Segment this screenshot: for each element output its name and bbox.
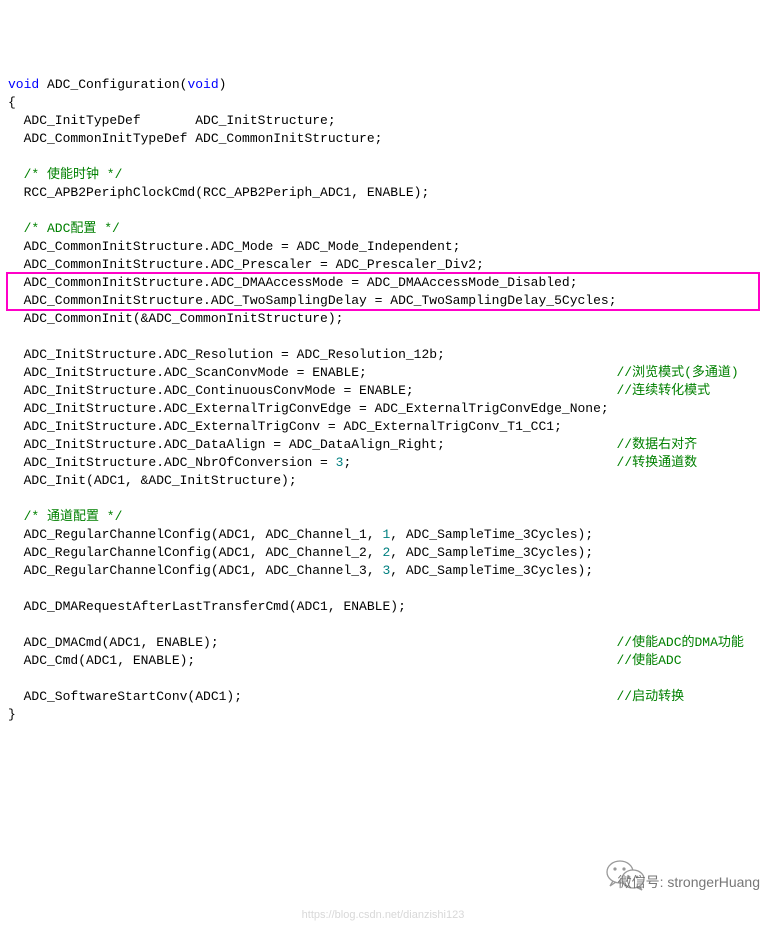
code-text: ADC_RegularChannelConfig(ADC1, ADC_Chann… — [8, 563, 382, 578]
code-text: ADC_Init(ADC1, &ADC_InitStructure); — [8, 473, 297, 488]
code-text: , ADC_SampleTime_3Cycles); — [390, 527, 593, 542]
code-text: ADC_Cmd(ADC1, ENABLE); — [8, 653, 617, 668]
code-text: ADC_InitTypeDef ADC_InitStructure; — [8, 113, 336, 128]
comment: //连续转化模式 — [617, 383, 711, 398]
code-text: ADC_RegularChannelConfig(ADC1, ADC_Chann… — [8, 527, 382, 542]
code-text: ADC_InitStructure.ADC_ScanConvMode = ENA… — [8, 365, 617, 380]
code-text: ADC_InitStructure.ADC_ExternalTrigConv =… — [8, 419, 562, 434]
code-text: ) — [219, 77, 227, 92]
comment: /* 使能时钟 */ — [8, 167, 122, 182]
comment: /* ADC配置 */ — [8, 221, 120, 236]
code-text: ADC_RegularChannelConfig(ADC1, ADC_Chann… — [8, 545, 382, 560]
code-text: ADC_CommonInitStructure.ADC_TwoSamplingD… — [8, 293, 617, 308]
code-text: ADC_Configuration( — [39, 77, 187, 92]
keyword-void: void — [8, 77, 39, 92]
code-text: } — [8, 707, 16, 722]
code-text: ADC_DMACmd(ADC1, ENABLE); — [8, 635, 617, 650]
code-text: ADC_InitStructure.ADC_ContinuousConvMode… — [8, 383, 617, 398]
code-text: ADC_CommonInitStructure.ADC_Mode = ADC_M… — [8, 239, 460, 254]
code-text: ADC_CommonInitTypeDef ADC_CommonInitStru… — [8, 131, 382, 146]
code-text: ADC_InitStructure.ADC_ExternalTrigConvEd… — [8, 401, 609, 416]
comment: //使能ADC的DMA功能 — [617, 635, 744, 650]
watermark-url: https://blog.csdn.net/dianzishi123 — [0, 906, 766, 924]
comment: //启动转换 — [617, 689, 685, 704]
comment: //浏览模式(多通道) — [617, 365, 739, 380]
code-text: ; — [343, 455, 616, 470]
comment: /* 通道配置 */ — [8, 509, 122, 524]
code-text: RCC_APB2PeriphClockCmd(RCC_APB2Periph_AD… — [8, 185, 429, 200]
code-text: ADC_CommonInit(&ADC_CommonInitStructure)… — [8, 311, 343, 326]
code-text: ADC_InitStructure.ADC_Resolution = ADC_R… — [8, 347, 445, 362]
keyword-void: void — [187, 77, 218, 92]
code-text: { — [8, 95, 16, 110]
code-text: ADC_InitStructure.ADC_NbrOfConversion = — [8, 455, 336, 470]
watermark-text: 微信号: strongerHuang — [618, 873, 760, 891]
code-text: ADC_InitStructure.ADC_DataAlign = ADC_Da… — [8, 437, 617, 452]
comment: //数据右对齐 — [617, 437, 698, 452]
code-text: ADC_CommonInitStructure.ADC_Prescaler = … — [8, 257, 484, 272]
code-text: , ADC_SampleTime_3Cycles); — [390, 545, 593, 560]
code-text: ADC_SoftwareStartConv(ADC1); — [8, 689, 617, 704]
comment: //转换通道数 — [617, 455, 698, 470]
code-text: , ADC_SampleTime_3Cycles); — [390, 563, 593, 578]
code-text: ADC_DMARequestAfterLastTransferCmd(ADC1,… — [8, 599, 406, 614]
comment: //使能ADC — [617, 653, 682, 668]
code-block: void ADC_Configuration(void) { ADC_InitT… — [8, 76, 758, 724]
code-text: ADC_CommonInitStructure.ADC_DMAAccessMod… — [8, 275, 578, 290]
